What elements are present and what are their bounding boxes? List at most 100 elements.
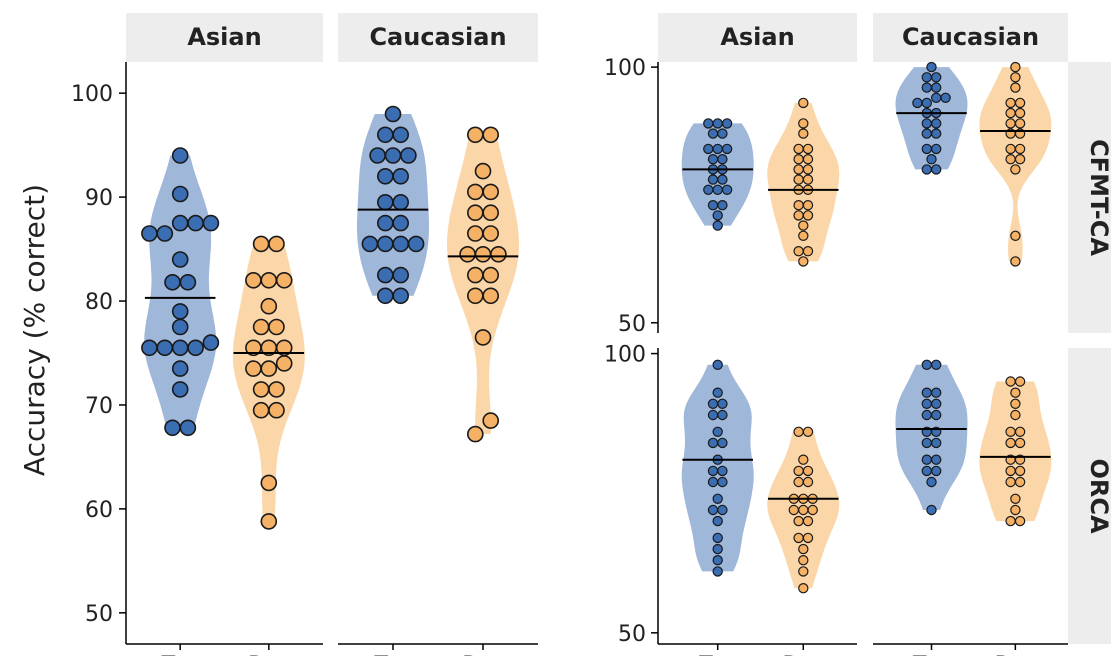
group-dys-point — [1010, 398, 1021, 409]
group-typ-point — [921, 359, 933, 370]
group-typ-point — [384, 147, 402, 164]
group-dys-point — [268, 381, 285, 398]
group-typ-point — [717, 437, 728, 449]
group-typ-point — [712, 184, 723, 195]
group-typ-point — [187, 214, 204, 232]
group-typ-point — [921, 398, 933, 409]
group-dys-point — [466, 126, 484, 144]
group-typ-point — [141, 225, 158, 242]
group-dys-point — [802, 515, 814, 527]
group-typ-point — [931, 72, 942, 83]
group-dys-violin — [232, 243, 305, 522]
group-typ-point — [369, 147, 386, 164]
group-dys-point — [1010, 256, 1021, 267]
group-typ-point — [156, 339, 174, 357]
group-dys-point — [1005, 515, 1016, 527]
group-typ-point — [921, 82, 933, 93]
group-dys-point — [1014, 465, 1026, 477]
group-typ-point — [707, 398, 719, 409]
group-dys-point — [482, 225, 500, 242]
group-dys-point — [798, 566, 809, 577]
group-dys-point — [482, 412, 500, 429]
group-typ-point — [712, 387, 723, 398]
group-typ-point — [376, 126, 394, 144]
group-typ-point — [717, 504, 728, 516]
facet-title: Asian — [187, 23, 261, 51]
group-dys-point — [275, 271, 293, 289]
y-tick-label: 100 — [71, 82, 113, 107]
y-tick-label: 80 — [85, 290, 113, 315]
group-dys-point — [1005, 465, 1016, 477]
x-tick-label: Dys — [462, 653, 503, 656]
group-typ-point — [361, 235, 379, 253]
group-typ-point — [721, 184, 733, 195]
group-typ-point — [712, 532, 723, 544]
group-typ-point — [392, 194, 410, 211]
group-dys-point — [252, 318, 270, 336]
group-typ-point — [384, 105, 402, 123]
group-typ-violin — [895, 364, 968, 510]
x-tick-label: Typ — [374, 653, 412, 656]
group-typ-point — [921, 143, 933, 155]
group-typ-point — [921, 387, 933, 398]
group-dys-point — [466, 425, 484, 443]
group-typ-point — [376, 266, 394, 284]
group-dys-point — [788, 504, 800, 516]
group-dys-point — [1005, 97, 1016, 109]
group-typ-point — [721, 143, 733, 155]
group-dys-point — [1005, 143, 1016, 155]
group-dys-point — [1010, 387, 1021, 398]
x-tick-label: Typ — [912, 653, 950, 656]
row-strip — [1068, 62, 1111, 333]
x-tick-label: Dys — [248, 653, 289, 656]
left-chart: 50 60 70 80 90 100 Asian Typ Dys Caucasian Typ Dys — [71, 13, 538, 656]
group-typ-point — [931, 118, 942, 129]
group-typ-point — [921, 437, 933, 449]
group-typ-point — [931, 164, 942, 175]
group-typ-point — [376, 235, 394, 253]
group-typ-point — [707, 153, 719, 165]
group-typ-point — [707, 128, 719, 139]
group-typ-point — [931, 465, 942, 477]
y-tick-label: 50 — [85, 602, 113, 627]
group-dys-point — [1014, 143, 1026, 155]
group-dys-point — [1010, 493, 1021, 504]
group-dys-point — [798, 454, 809, 465]
group-typ-point — [921, 465, 933, 477]
group-dys-point — [1010, 72, 1021, 83]
group-dys-point — [482, 183, 500, 201]
group-typ-point — [171, 303, 189, 320]
group-typ-point — [931, 387, 942, 398]
group-dys-violin — [767, 102, 840, 262]
group-typ-point — [712, 543, 723, 555]
row-title: CFMT-CA — [1085, 139, 1111, 256]
group-typ-point — [926, 61, 937, 73]
group-typ-point — [171, 185, 189, 203]
group-typ-point — [931, 143, 942, 155]
group-dys-point — [793, 245, 804, 257]
group-dys-point — [474, 329, 492, 346]
x-tick-label: Typ — [161, 653, 199, 656]
group-dys-point — [1005, 376, 1016, 387]
group-dys-point — [802, 153, 814, 165]
group-typ-point — [931, 82, 942, 93]
group-typ-point — [703, 184, 714, 195]
group-dys-point — [1010, 164, 1021, 175]
group-typ-point — [931, 437, 942, 449]
group-typ-point — [931, 398, 942, 409]
facet-strip — [338, 13, 538, 62]
group-dys-point — [798, 583, 809, 594]
group-typ-point — [164, 419, 181, 437]
group-dys-point — [802, 476, 814, 488]
y-tick-label: 60 — [85, 498, 113, 523]
group-typ-point — [712, 143, 723, 155]
group-dys-point — [1010, 82, 1021, 93]
right-chart: 50 100 CFMT-CA Asian Caucasian 50 100 ORCA Typ Dy… — [604, 13, 1111, 656]
facet-title: Caucasian — [369, 23, 506, 51]
group-typ-point — [703, 143, 714, 155]
group-dys-point — [275, 339, 293, 357]
group-dys-point — [474, 246, 492, 263]
group-dys-point — [802, 199, 814, 211]
group-dys-point — [1005, 107, 1016, 119]
